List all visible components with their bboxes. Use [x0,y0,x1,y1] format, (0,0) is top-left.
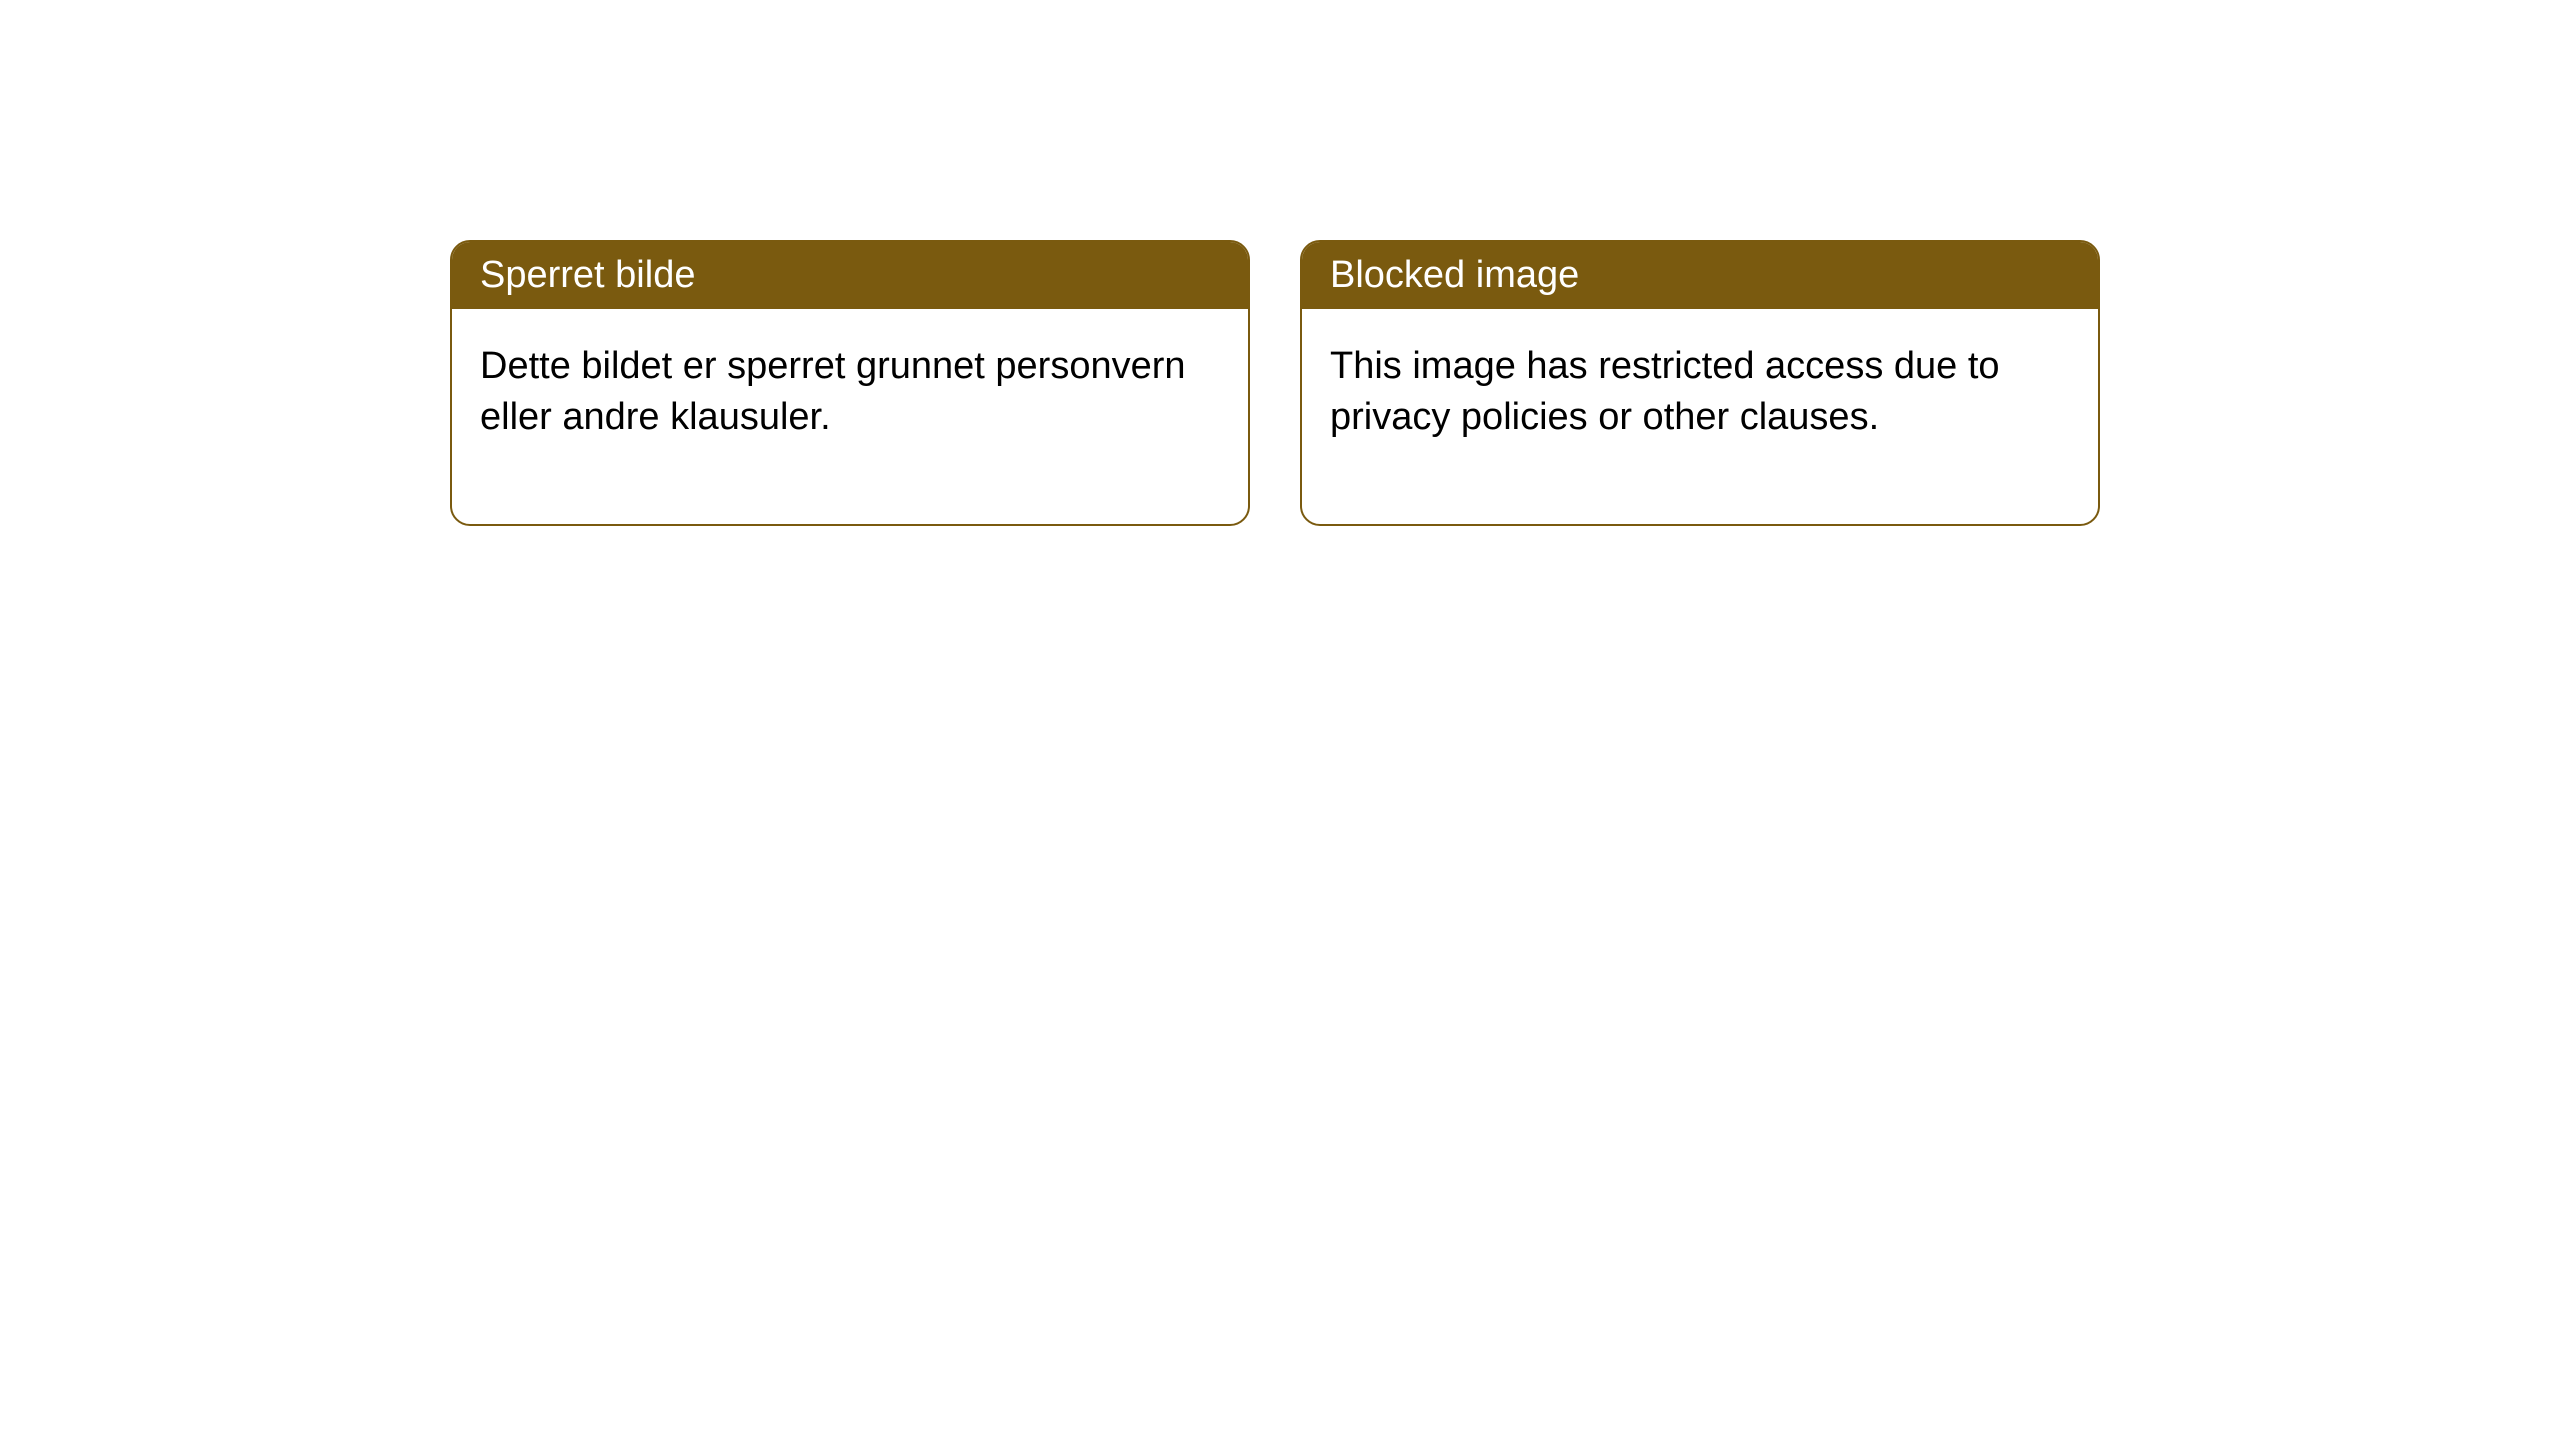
card-text-no: Dette bildet er sperret grunnet personve… [480,345,1186,438]
card-header-no: Sperret bilde [452,242,1248,309]
blocked-image-card-no: Sperret bilde Dette bildet er sperret gr… [450,240,1250,526]
notice-container: Sperret bilde Dette bildet er sperret gr… [0,0,2560,526]
card-title-en: Blocked image [1330,254,1579,296]
card-text-en: This image has restricted access due to … [1330,345,2000,438]
card-body-no: Dette bildet er sperret grunnet personve… [452,309,1248,524]
card-body-en: This image has restricted access due to … [1302,309,2098,524]
blocked-image-card-en: Blocked image This image has restricted … [1300,240,2100,526]
card-title-no: Sperret bilde [480,254,695,296]
card-header-en: Blocked image [1302,242,2098,309]
